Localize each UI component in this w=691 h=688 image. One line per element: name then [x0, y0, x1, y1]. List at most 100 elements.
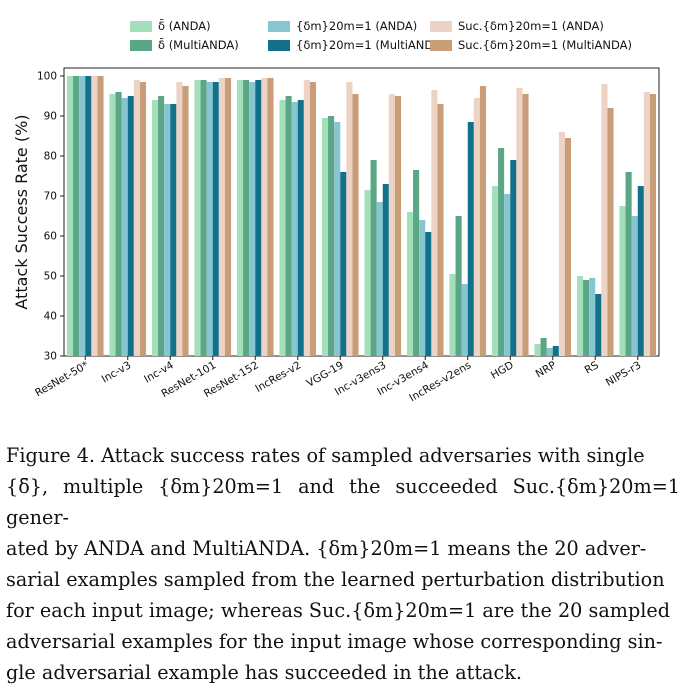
bar — [309, 82, 317, 356]
x-tick-label: IncRes-v2 — [253, 359, 303, 395]
bar — [625, 172, 632, 356]
bar — [564, 138, 572, 356]
bar — [176, 82, 183, 356]
bar — [643, 92, 650, 356]
bar — [151, 100, 159, 356]
bar — [164, 104, 171, 356]
x-tick-label: NIPS-r3 — [604, 359, 644, 389]
bar — [364, 190, 371, 356]
x-tick-label: HGD — [489, 359, 516, 381]
bar — [461, 284, 468, 356]
bar — [291, 102, 298, 356]
x-tick-label: Inc-v4 — [142, 359, 176, 386]
bar — [109, 94, 116, 356]
bar — [97, 76, 104, 356]
bar — [589, 278, 596, 356]
bar — [413, 170, 420, 356]
bar — [66, 76, 74, 356]
bar — [601, 84, 608, 356]
bar — [534, 344, 541, 356]
bar — [267, 78, 274, 356]
bar — [303, 80, 310, 356]
bar — [455, 216, 462, 356]
bar — [85, 76, 92, 356]
bar — [510, 160, 517, 356]
legend-label: {δm}20m=1 (MultiANDA) — [296, 38, 446, 52]
bar — [467, 122, 474, 356]
legend-swatch — [268, 20, 290, 32]
bar — [419, 220, 426, 356]
bar — [376, 202, 383, 356]
y-tick-label: 80 — [44, 151, 57, 163]
bar — [261, 78, 268, 356]
y-tick-label: 60 — [44, 231, 57, 243]
bar — [206, 82, 213, 356]
bar — [158, 96, 165, 356]
bar — [479, 86, 487, 356]
bar — [334, 122, 341, 356]
bar — [218, 78, 225, 356]
legend-swatch — [130, 20, 152, 32]
y-tick-label: 70 — [44, 191, 57, 203]
bar — [552, 346, 559, 356]
bar — [583, 280, 590, 356]
bar — [170, 104, 177, 356]
caption-line-4: sarial examples sampled from the learned… — [6, 568, 665, 591]
bar — [516, 88, 523, 356]
legend-label: {δm}20m=1 (ANDA) — [296, 19, 418, 33]
y-tick-label: 50 — [44, 271, 57, 283]
legend-item: Suc.{δm}20m=1 (MultiANDA) — [430, 38, 632, 52]
bar — [321, 118, 329, 356]
bar — [394, 96, 402, 356]
legend-item: δ̄ (MultiANDA) — [130, 38, 239, 52]
bar — [619, 206, 626, 356]
bar — [382, 184, 389, 356]
x-tick-label: RS — [583, 359, 601, 377]
bar — [546, 348, 553, 356]
bar — [139, 82, 147, 356]
bar — [243, 80, 250, 356]
bar — [631, 216, 638, 356]
bar — [504, 194, 511, 356]
bar — [182, 86, 189, 356]
bar — [115, 92, 122, 356]
bar — [297, 100, 304, 356]
caption-line-3: ated by ANDA and MultiANDA. {δm}20m=1 me… — [6, 537, 647, 560]
bar — [127, 96, 134, 356]
bar — [491, 186, 499, 356]
bar — [255, 80, 262, 356]
bar — [346, 82, 353, 356]
plot-frame — [63, 67, 660, 357]
chart-canvas: 30 40 50 60 70 80 90 100 Attack Success Rate (%)… — [12, 67, 660, 404]
bar — [595, 294, 602, 356]
legend-item: {δm}20m=1 (MultiANDA) — [268, 38, 445, 52]
bar — [212, 82, 219, 356]
x-tick-label: ResNet-50* — [33, 359, 91, 399]
bar — [649, 94, 657, 356]
caption-line-1: Figure 4. Attack success rates of sample… — [6, 444, 645, 467]
bar — [236, 80, 244, 356]
y-tick-label: 100 — [37, 71, 57, 83]
bar — [425, 232, 432, 356]
bar — [133, 80, 140, 356]
bar-chart: 30 40 50 60 70 80 90 100 Attack Success Rate (%)… — [12, 67, 660, 404]
bar — [194, 80, 201, 356]
legend-item: {δm}20m=1 (ANDA) — [268, 19, 417, 33]
y-tick-label: 30 — [44, 351, 57, 363]
bar — [540, 338, 547, 356]
legend-swatch — [430, 39, 452, 51]
caption-line-6: adversarial examples for the input image… — [6, 630, 663, 653]
legend-swatch — [430, 20, 452, 32]
x-tick-label: Inc-v3 — [100, 359, 134, 385]
bar — [637, 186, 644, 356]
bar — [406, 212, 414, 356]
x-tick-label: NRP — [534, 359, 559, 380]
bar — [576, 276, 584, 356]
y-axis-label: Attack Success Rate (%) — [12, 114, 31, 309]
bar — [607, 108, 614, 356]
bar — [473, 98, 480, 356]
bar — [224, 78, 232, 356]
bar — [200, 80, 207, 356]
legend-label: Suc.{δm}20m=1 (MultiANDA) — [458, 38, 632, 52]
bar — [285, 96, 292, 356]
